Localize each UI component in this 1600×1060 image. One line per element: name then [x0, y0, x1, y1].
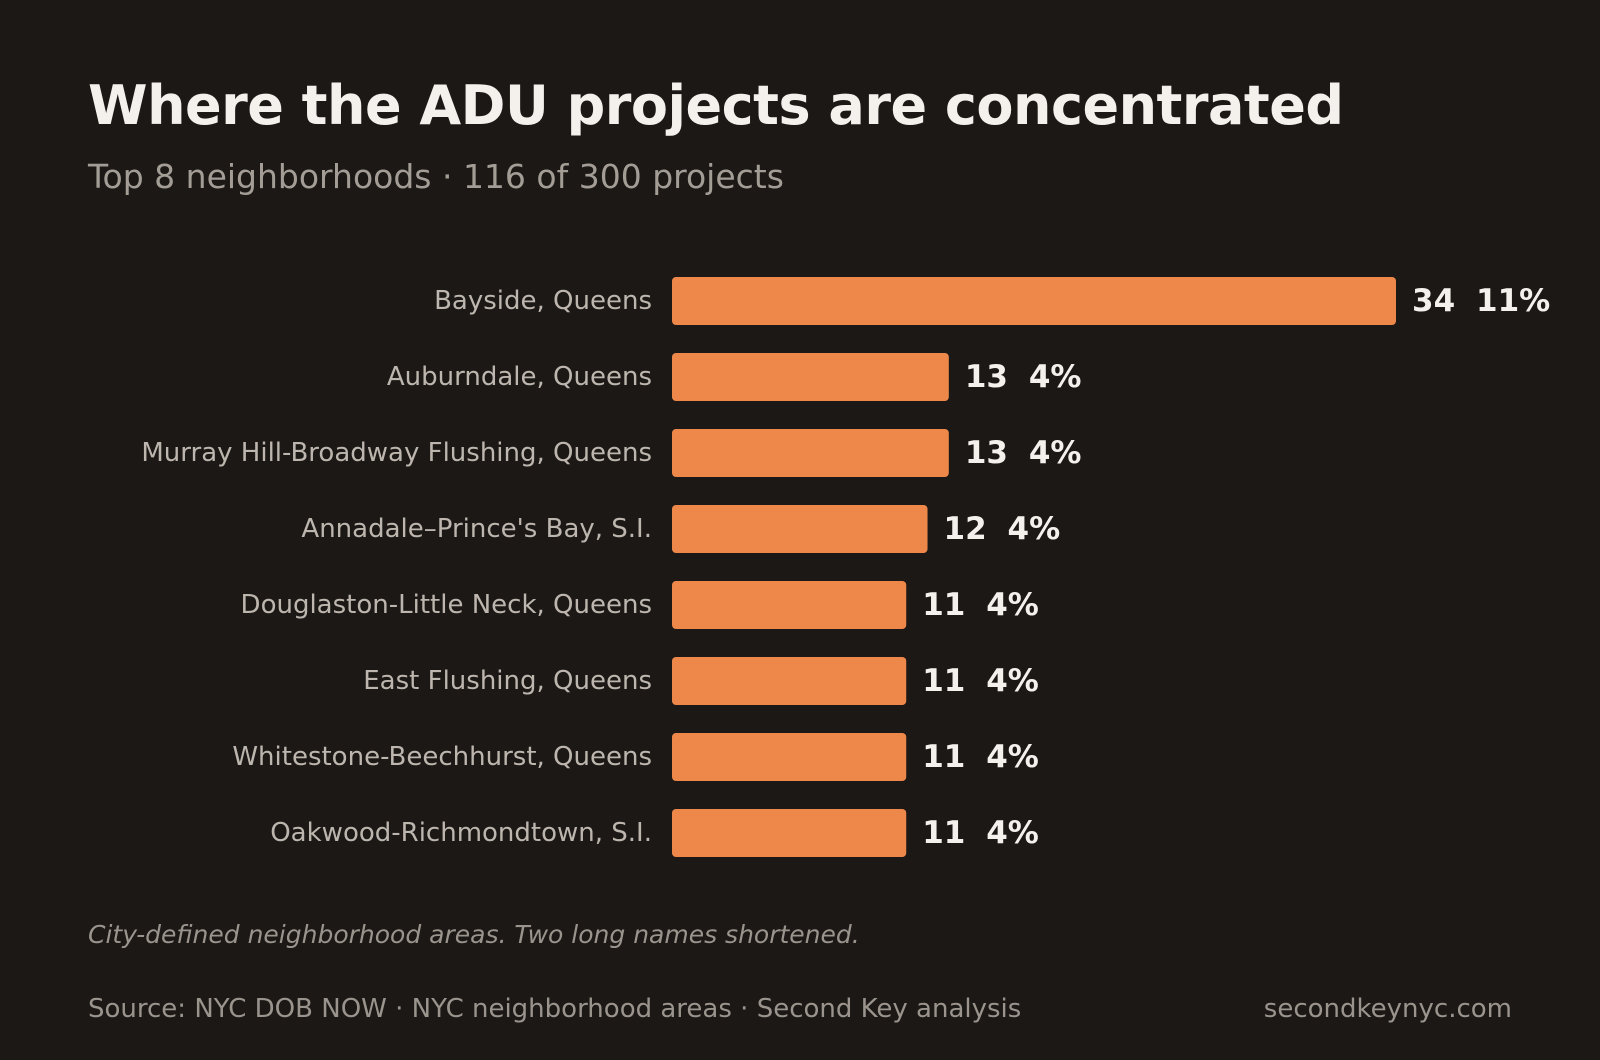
bar-row: Murray Hill-Broadway Flushing, Queens 13 4… — [141, 429, 1081, 477]
percent-label: 4% — [1029, 359, 1082, 395]
value-label: 13 — [965, 359, 1008, 395]
percent-label: 4% — [1008, 511, 1061, 547]
percent-label: 4% — [986, 663, 1039, 699]
chart-subtitle: Top 8 neighborhoods · 116 of 300 project… — [88, 157, 784, 196]
site-link[interactable]: secondkeynyc.com — [1263, 994, 1512, 1024]
bar-row: East Flushing, Queens 11 4% — [363, 657, 1039, 705]
bar — [672, 353, 949, 401]
bar-chart: Bayside, Queens 34 11% Auburndale, Queens 13… — [141, 277, 1550, 857]
value-label: 11 — [922, 815, 965, 851]
value-label: 11 — [922, 663, 965, 699]
bar — [672, 733, 907, 781]
bar — [672, 429, 949, 477]
category-label: Douglaston-Little Neck, Queens — [241, 590, 652, 620]
bar — [672, 277, 1396, 325]
bar-row: Oakwood-Richmondtown, S.I. 11 4% — [270, 809, 1039, 857]
footnote: City-defined neighborhood areas. Two lon… — [88, 920, 860, 949]
bar-row: Annadale–Prince's Bay, S.I. 12 4% — [301, 505, 1060, 553]
bar — [672, 809, 907, 857]
category-label: Murray Hill-Broadway Flushing, Queens — [141, 438, 652, 468]
bar — [672, 657, 907, 705]
chart-title: Where the ADU projects are concentrated — [88, 74, 1344, 137]
value-label: 34 — [1412, 283, 1455, 319]
bar-row: Douglaston-Little Neck, Queens 11 4% — [241, 581, 1039, 629]
percent-label: 4% — [986, 587, 1039, 623]
bar-row: Whitestone-Beechhurst, Queens 11 4% — [232, 733, 1039, 781]
category-label: Bayside, Queens — [434, 286, 652, 316]
bar-row: Auburndale, Queens 13 4% — [387, 353, 1082, 401]
value-label: 12 — [944, 511, 987, 547]
source-credit: Source: NYC DOB NOW · NYC neighborhood a… — [88, 994, 1022, 1024]
category-label: Oakwood-Richmondtown, S.I. — [270, 818, 652, 848]
category-label: Whitestone-Beechhurst, Queens — [232, 742, 652, 772]
value-label: 11 — [922, 587, 965, 623]
value-label: 13 — [965, 435, 1008, 471]
value-label: 11 — [922, 739, 965, 775]
bar — [672, 505, 928, 553]
percent-label: 4% — [986, 739, 1039, 775]
bar — [672, 581, 907, 629]
bar-row: Bayside, Queens 34 11% — [434, 277, 1550, 325]
percent-label: 4% — [1029, 435, 1082, 471]
percent-label: 4% — [986, 815, 1039, 851]
percent-label: 11% — [1476, 283, 1550, 319]
category-label: Annadale–Prince's Bay, S.I. — [301, 514, 652, 544]
category-label: East Flushing, Queens — [363, 666, 652, 696]
category-label: Auburndale, Queens — [387, 362, 652, 392]
